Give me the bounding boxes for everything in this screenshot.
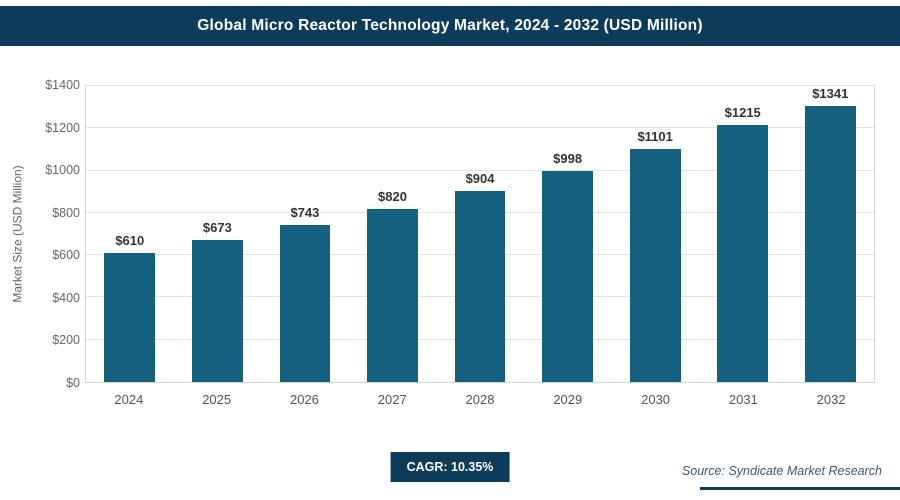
bar-value-label: $820 <box>378 188 407 204</box>
source-text: Source: Syndicate Market Research <box>681 464 882 478</box>
bar <box>191 239 243 382</box>
y-axis-title: Market Size (USD Million) <box>11 165 26 303</box>
bar-value-label: $743 <box>290 204 320 220</box>
bar <box>454 190 506 382</box>
source-underline <box>700 487 900 490</box>
bar-value-label: $904 <box>465 170 495 186</box>
chart-title: Global Micro Reactor Technology Market, … <box>197 17 703 34</box>
x-tick-label: 2032 <box>816 392 846 407</box>
bar-column: $610 <box>86 86 174 382</box>
bar-column: $673 <box>174 86 262 382</box>
bar-value-label: $610 <box>115 233 145 249</box>
bar <box>367 208 418 382</box>
bar-column: $1215 <box>699 86 787 382</box>
y-tick-label: $1400 <box>45 78 80 92</box>
gridline <box>86 169 874 171</box>
plot-area: $610 $673 $743 $820 $904 $998 $1101 $1215 $1341 <box>85 85 875 383</box>
bar-value-label: $1341 <box>812 86 849 101</box>
y-tick-label: $0 <box>66 376 80 390</box>
x-tick-label: 2025 <box>202 392 232 407</box>
y-tick-label: $1000 <box>45 163 80 178</box>
gridline <box>86 85 874 86</box>
y-tick-label: $800 <box>52 205 80 220</box>
bar <box>104 253 156 382</box>
x-tick-label: 2031 <box>728 392 758 407</box>
x-tick-label: 2028 <box>465 392 495 407</box>
bar <box>542 171 593 382</box>
bar-column: $998 <box>524 86 612 382</box>
bar-column: $904 <box>436 86 524 382</box>
bar <box>804 106 856 382</box>
y-tick-label: $600 <box>52 248 80 263</box>
x-axis-tick-labels: 2024 2025 2026 2027 2028 2029 2030 2031 2032 <box>85 392 875 407</box>
y-axis-tick-labels: $0 $200 $400 $600 $800 $1000 $1200 $1400 <box>30 78 80 390</box>
bars-row: $610 $673 $743 $820 $904 $998 $1101 $1215 $1341 <box>86 86 874 382</box>
bar <box>717 125 769 382</box>
y-tick-label: $200 <box>52 333 80 348</box>
y-tick-label: $1200 <box>45 120 80 135</box>
bar-column: $1341 <box>787 86 875 382</box>
chart-title-bar: Global Micro Reactor Technology Market, … <box>0 6 900 46</box>
bar <box>629 149 681 382</box>
x-tick-label: 2030 <box>641 392 671 407</box>
bar-value-label: $1215 <box>724 105 761 121</box>
gridline <box>86 127 874 129</box>
bar-column: $820 <box>349 86 437 382</box>
bar <box>279 224 331 382</box>
bar-value-label: $998 <box>553 151 583 166</box>
x-tick-label: 2026 <box>289 392 319 407</box>
bar-value-label: $673 <box>202 219 232 235</box>
y-tick-label: $400 <box>52 290 80 305</box>
bar-column: $1101 <box>611 86 699 382</box>
x-tick-label: 2024 <box>114 392 144 407</box>
bar-value-label: $1101 <box>637 129 673 145</box>
x-tick-label: 2027 <box>377 392 407 407</box>
bar-column: $743 <box>261 86 349 382</box>
cagr-badge: CAGR: 10.35% <box>390 452 510 482</box>
x-tick-label: 2029 <box>553 392 583 407</box>
